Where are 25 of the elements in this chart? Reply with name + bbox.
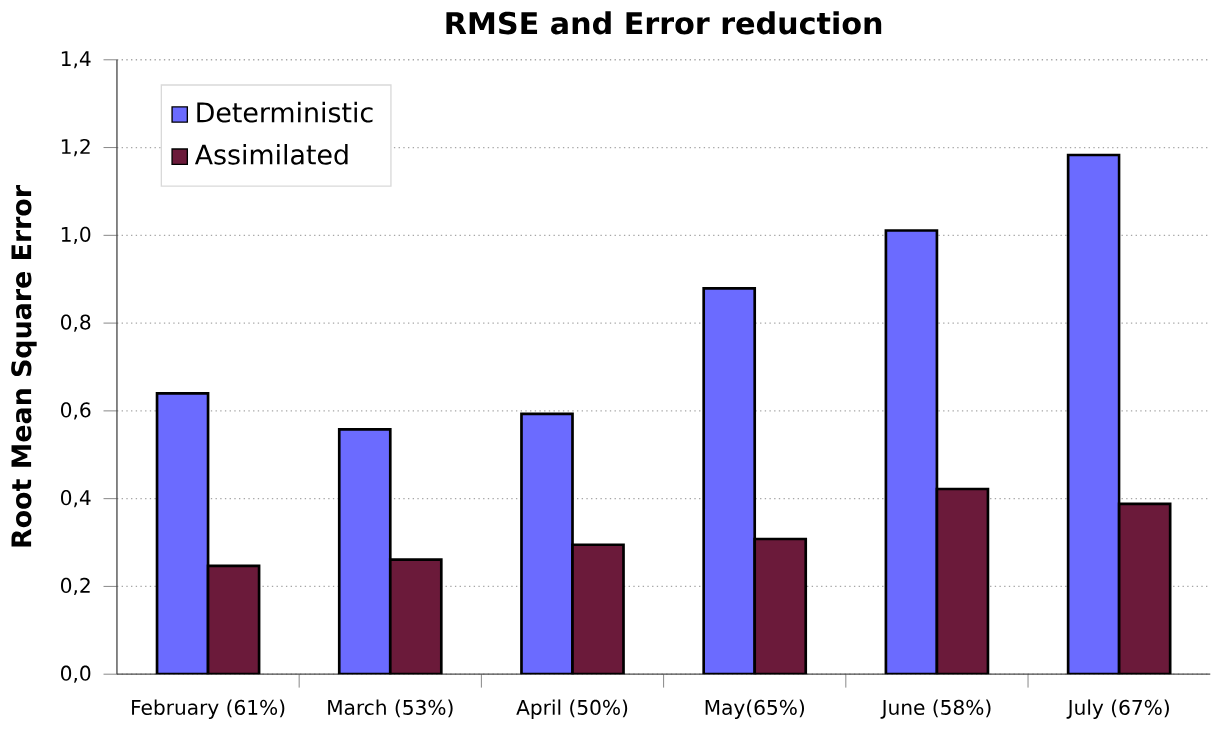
x-tick-label: April (50%) — [516, 699, 628, 719]
y-tick-label: 0,0 — [61, 665, 91, 683]
bar — [884, 229, 939, 675]
y-tick-label: 1,4 — [61, 51, 91, 69]
bar — [935, 487, 990, 675]
y-tick-label: 0,6 — [61, 402, 91, 420]
y-tick-label: 0,2 — [61, 577, 90, 596]
x-tick-label: February (61%) — [132, 699, 285, 719]
x-tick-label: June (58%) — [880, 699, 991, 719]
y-tick-label: 0,8 — [61, 314, 91, 332]
legend-label: Deterministic — [197, 101, 373, 123]
bar — [571, 543, 625, 675]
x-tick-label: May(65%) — [705, 699, 805, 719]
y-tick-label: 0,4 — [61, 489, 91, 508]
y-tick-label: 1,0 — [61, 226, 91, 244]
legend-label: Assimilated — [194, 143, 348, 165]
y-axis-title: Root Mean Square Error — [11, 185, 37, 547]
bar — [206, 564, 261, 675]
bar — [1117, 502, 1172, 675]
bar — [1066, 153, 1121, 675]
chart-title: RMSE and Error reduction — [446, 11, 882, 35]
x-tick-label: March (53%) — [328, 699, 453, 718]
y-tick-label: 1,2 — [61, 138, 90, 157]
x-tick-label: July (67%) — [1066, 699, 1169, 719]
bar — [520, 412, 574, 675]
